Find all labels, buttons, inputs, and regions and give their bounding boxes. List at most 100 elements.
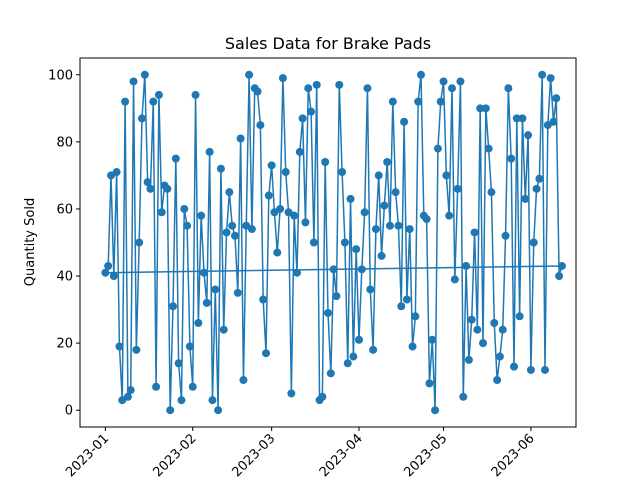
data-point [191, 90, 200, 99]
data-point [369, 345, 378, 354]
data-point [422, 215, 431, 224]
data-point [188, 382, 197, 391]
data-point [349, 352, 358, 361]
data-point [470, 228, 479, 237]
data-point [484, 144, 493, 153]
data-point [363, 84, 372, 93]
data-point [498, 325, 507, 334]
data-point [481, 104, 490, 113]
data-point [115, 342, 124, 351]
data-point [123, 392, 132, 401]
data-point [109, 272, 118, 281]
data-point [521, 194, 530, 203]
data-point [143, 178, 152, 187]
data-point [391, 188, 400, 197]
data-point [132, 345, 141, 354]
data-point [386, 221, 394, 230]
data-point [278, 74, 287, 83]
data-point [436, 97, 445, 106]
data-point [129, 77, 138, 86]
data-point [256, 121, 265, 130]
data-point [273, 248, 282, 257]
data-point [510, 362, 518, 371]
data-point [169, 302, 177, 311]
data-point [135, 238, 144, 247]
data-point [552, 94, 561, 103]
data-point [307, 107, 316, 116]
data-point [287, 389, 296, 398]
data-point [450, 275, 459, 284]
data-point [290, 211, 299, 220]
data-point [253, 87, 262, 96]
y-tick-label: 20 [56, 337, 73, 352]
data-point [448, 84, 456, 93]
data-point [493, 376, 502, 385]
data-point [202, 298, 211, 307]
y-tick-label: 60 [56, 202, 73, 217]
data-point [490, 319, 499, 328]
data-point [464, 355, 473, 364]
data-point [174, 359, 183, 368]
data-point [222, 228, 231, 237]
data-point [524, 131, 533, 140]
data-point [377, 251, 386, 260]
data-point [309, 238, 318, 247]
data-point [245, 70, 254, 79]
data-point [397, 302, 406, 311]
data-point [138, 114, 146, 123]
data-point [428, 335, 437, 344]
data-point [318, 392, 327, 401]
data-point [555, 272, 564, 281]
data-point [374, 171, 383, 180]
data-point [400, 117, 409, 126]
data-point [216, 164, 225, 173]
plot-area [101, 70, 566, 415]
data-point [180, 204, 189, 213]
data-point [473, 325, 482, 334]
data-point [197, 211, 206, 220]
data-point [293, 268, 301, 277]
data-point [402, 295, 411, 304]
data-point [163, 184, 172, 193]
data-point [383, 157, 392, 166]
data-point [276, 204, 285, 213]
data-point [149, 97, 158, 106]
data-point [433, 144, 442, 153]
data-point [462, 261, 471, 270]
data-point [501, 231, 510, 240]
data-point [518, 114, 527, 123]
data-point [140, 70, 149, 79]
data-point [321, 157, 330, 166]
data-point [541, 365, 549, 374]
data-point [264, 191, 273, 200]
data-point [442, 171, 451, 180]
data-point [205, 147, 214, 156]
data-point [112, 168, 121, 177]
data-point [445, 211, 454, 220]
data-point [459, 392, 468, 401]
data-point [417, 70, 425, 79]
data-point [343, 359, 352, 368]
y-tick-label: 40 [56, 270, 73, 285]
data-point [355, 335, 363, 344]
data-point [456, 77, 465, 86]
data-point [259, 295, 268, 304]
y-tick-label: 80 [56, 135, 73, 150]
data-point [214, 406, 223, 415]
data-point [262, 349, 270, 358]
data-point [425, 379, 434, 388]
data-point [298, 114, 307, 123]
data-point [219, 325, 228, 334]
data-point [479, 339, 487, 348]
data-point [360, 208, 369, 217]
data-point [208, 396, 217, 405]
data-point [200, 268, 208, 277]
data-point [329, 265, 338, 274]
data-point [121, 97, 130, 106]
data-point [405, 225, 414, 234]
data-point [211, 285, 220, 294]
data-point [557, 261, 566, 270]
data-point [549, 117, 558, 126]
